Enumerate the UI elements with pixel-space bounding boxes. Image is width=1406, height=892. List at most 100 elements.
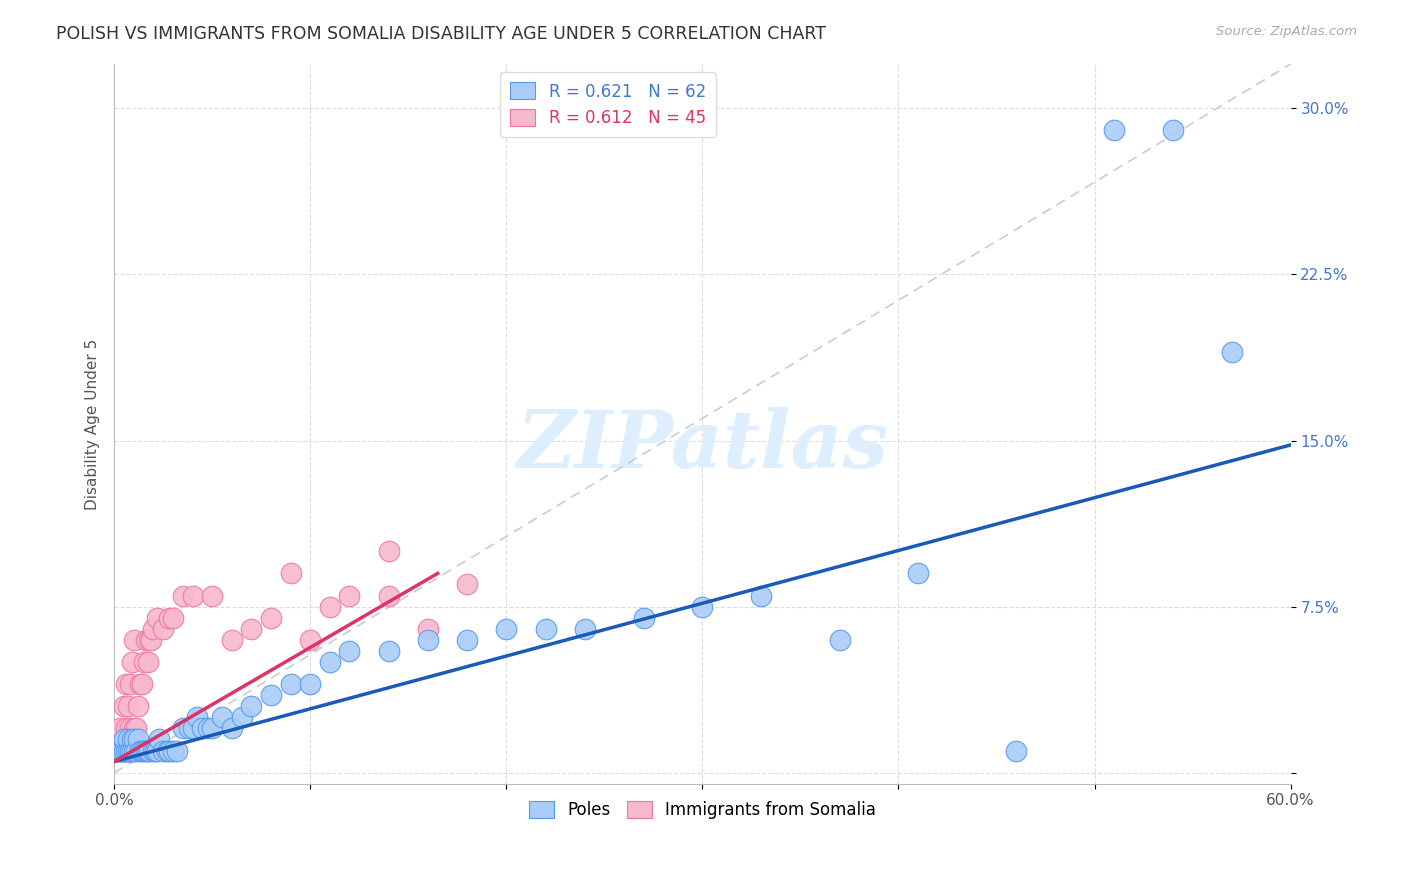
Point <box>177 722 200 736</box>
Point <box>112 699 135 714</box>
Point <box>201 722 224 736</box>
Point <box>132 743 155 757</box>
Point <box>118 743 141 757</box>
Point <box>633 610 655 624</box>
Text: POLISH VS IMMIGRANTS FROM SOMALIA DISABILITY AGE UNDER 5 CORRELATION CHART: POLISH VS IMMIGRANTS FROM SOMALIA DISABI… <box>56 25 827 43</box>
Point <box>118 722 141 736</box>
Point <box>197 722 219 736</box>
Point <box>339 589 361 603</box>
Point <box>127 732 149 747</box>
Point <box>319 655 342 669</box>
Point <box>339 644 361 658</box>
Point <box>122 722 145 736</box>
Point <box>108 743 131 757</box>
Point <box>181 589 204 603</box>
Point <box>319 599 342 614</box>
Point <box>172 589 194 603</box>
Point <box>260 688 283 702</box>
Point <box>181 722 204 736</box>
Point <box>191 722 214 736</box>
Point <box>141 632 163 647</box>
Point <box>127 699 149 714</box>
Text: ZIPatlas: ZIPatlas <box>516 407 889 484</box>
Point <box>377 644 399 658</box>
Point <box>122 732 145 747</box>
Point <box>280 677 302 691</box>
Point <box>136 743 159 757</box>
Point <box>107 743 129 757</box>
Point <box>749 589 772 603</box>
Point <box>172 722 194 736</box>
Point <box>135 632 157 647</box>
Point <box>122 632 145 647</box>
Point <box>118 743 141 757</box>
Point <box>131 743 153 757</box>
Point <box>108 722 131 736</box>
Point <box>145 743 167 757</box>
Point <box>146 610 169 624</box>
Point <box>111 743 134 757</box>
Point <box>260 610 283 624</box>
Point <box>1005 743 1028 757</box>
Point <box>1220 345 1243 359</box>
Point <box>240 622 263 636</box>
Point <box>828 632 851 647</box>
Point <box>166 743 188 757</box>
Point <box>138 632 160 647</box>
Point <box>495 622 517 636</box>
Point <box>128 677 150 691</box>
Point <box>211 710 233 724</box>
Point <box>574 622 596 636</box>
Point <box>201 589 224 603</box>
Point <box>221 722 243 736</box>
Point <box>1102 123 1125 137</box>
Point <box>121 743 143 757</box>
Point <box>117 732 139 747</box>
Point <box>162 743 184 757</box>
Point <box>142 743 165 757</box>
Point <box>121 743 143 757</box>
Point <box>135 743 157 757</box>
Point <box>146 743 169 757</box>
Point <box>142 622 165 636</box>
Point <box>1161 123 1184 137</box>
Point <box>121 732 143 747</box>
Point <box>128 743 150 757</box>
Point <box>117 743 139 757</box>
Point <box>115 743 138 757</box>
Point <box>121 655 143 669</box>
Legend: Poles, Immigrants from Somalia: Poles, Immigrants from Somalia <box>522 794 883 826</box>
Point <box>125 743 148 757</box>
Point <box>221 632 243 647</box>
Point <box>111 743 134 757</box>
Point <box>132 655 155 669</box>
Point <box>107 743 129 757</box>
Point <box>156 743 179 757</box>
Point <box>125 722 148 736</box>
Point <box>157 743 180 757</box>
Point <box>231 710 253 724</box>
Point <box>112 743 135 757</box>
Point <box>108 743 131 757</box>
Point <box>138 743 160 757</box>
Point <box>377 589 399 603</box>
Y-axis label: Disability Age Under 5: Disability Age Under 5 <box>86 338 100 509</box>
Point <box>115 743 138 757</box>
Point <box>299 632 322 647</box>
Point <box>456 632 478 647</box>
Point <box>131 677 153 691</box>
Point <box>416 622 439 636</box>
Text: Source: ZipAtlas.com: Source: ZipAtlas.com <box>1216 25 1357 38</box>
Point <box>118 677 141 691</box>
Point <box>117 699 139 714</box>
Point <box>907 566 929 581</box>
Point <box>692 599 714 614</box>
Point <box>115 677 138 691</box>
Point <box>162 610 184 624</box>
Point <box>377 544 399 558</box>
Point <box>456 577 478 591</box>
Point <box>157 610 180 624</box>
Point <box>115 722 138 736</box>
Point <box>534 622 557 636</box>
Point <box>299 677 322 691</box>
